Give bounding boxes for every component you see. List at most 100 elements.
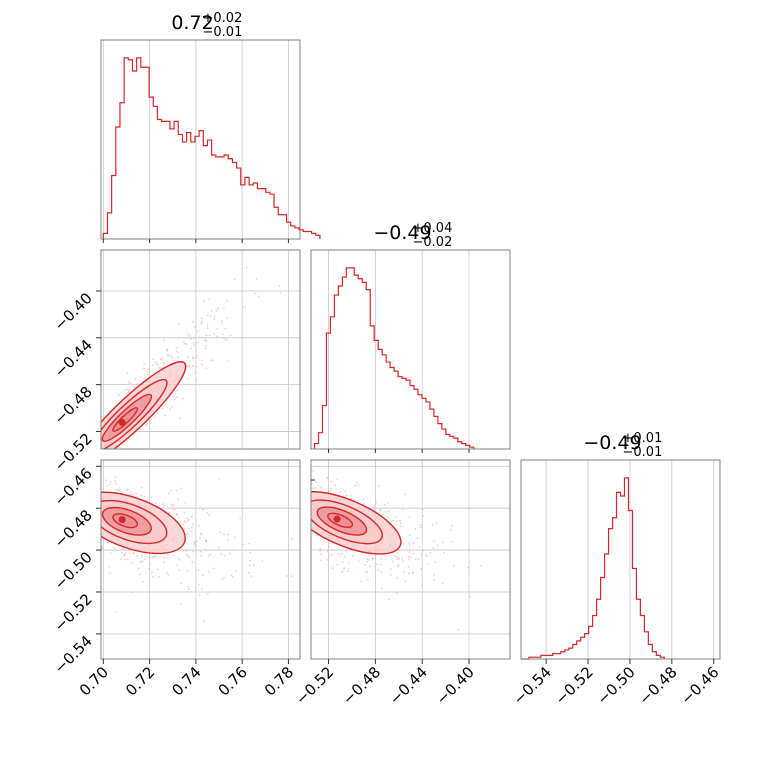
sample-point [347, 567, 350, 570]
sample-point [392, 519, 394, 522]
sample-point [117, 446, 120, 449]
sample-point [368, 559, 370, 561]
sample-point [171, 405, 174, 408]
sample-point [402, 542, 405, 545]
sample-point [212, 567, 215, 570]
sample-point [206, 327, 209, 330]
sample-point [105, 455, 107, 457]
sample-point [96, 510, 98, 512]
sample-point [140, 494, 143, 497]
sample-point [93, 469, 95, 471]
panel-content [270, 470, 483, 631]
sample-point [98, 441, 100, 443]
sample-point [127, 380, 130, 383]
sample-point [296, 498, 298, 500]
y-tick-label: −0.50 [51, 548, 96, 593]
sample-point [285, 513, 287, 515]
sample-point [91, 489, 93, 491]
sample-point [290, 575, 293, 578]
sample-point [208, 334, 211, 336]
sample-point [320, 486, 322, 489]
sample-point [83, 504, 85, 506]
sample-point [347, 562, 350, 565]
sample-point [114, 480, 117, 482]
sample-point [166, 557, 168, 560]
sample-point [320, 559, 323, 562]
sample-point [146, 370, 149, 373]
sample-point [292, 498, 294, 500]
sample-point [140, 486, 143, 489]
sample-point [98, 488, 100, 490]
sample-point [89, 466, 91, 468]
sample-point [213, 315, 216, 318]
sample-point [303, 487, 305, 489]
x-tick-label: −0.50 [594, 663, 639, 708]
sample-point [223, 554, 226, 557]
sample-point [95, 457, 97, 459]
sample-point [97, 501, 99, 503]
sample-point [86, 502, 88, 504]
sample-point [95, 444, 97, 446]
sample-point [176, 346, 179, 349]
sample-point [345, 494, 348, 497]
sample-point [134, 378, 137, 380]
sample-point [319, 547, 322, 550]
sample-point [417, 558, 420, 560]
sample-point [163, 504, 166, 507]
sample-point [130, 561, 133, 564]
sample-point [94, 451, 96, 453]
sample-point [210, 315, 212, 318]
y-tick-label: −0.46 [51, 464, 96, 509]
sample-point [188, 518, 190, 521]
sample-point [174, 392, 177, 395]
sample-point [114, 476, 117, 478]
sample-point [170, 354, 173, 357]
sample-point [221, 320, 223, 323]
sample-point [73, 470, 75, 472]
sample-point [96, 464, 98, 466]
sample-point [336, 478, 339, 481]
sample-point [408, 534, 411, 537]
sample-point [229, 552, 232, 555]
sample-point [186, 569, 189, 572]
sample-point [435, 522, 438, 525]
sample-point [96, 510, 98, 512]
sample-point [223, 576, 225, 579]
sample-point [193, 337, 196, 340]
sample-point [384, 503, 386, 506]
sample-point [175, 489, 178, 492]
sample-point [118, 394, 120, 396]
sample-point [230, 574, 233, 577]
sample-point [128, 389, 130, 391]
sample-point [375, 501, 377, 504]
sample-point [96, 473, 98, 475]
y-tick-label: −0.48 [51, 383, 96, 428]
sample-point [369, 565, 371, 568]
sample-point [117, 489, 120, 492]
sample-point [196, 330, 199, 333]
sample-point [128, 552, 131, 555]
sample-point [248, 542, 251, 545]
sample-point [201, 588, 203, 591]
sample-point [90, 464, 92, 466]
sample-point [432, 546, 435, 549]
sample-point [200, 554, 202, 557]
sample-point [223, 338, 226, 340]
sample-point [352, 555, 354, 558]
sample-point [191, 357, 194, 359]
sample-point [220, 553, 223, 555]
sample-point [122, 553, 125, 556]
sample-point [376, 563, 378, 566]
sample-point [270, 485, 272, 487]
sample-point [153, 556, 155, 559]
sample-point [195, 550, 198, 553]
sample-point [298, 510, 300, 512]
y-tick-label: −0.52 [51, 590, 96, 635]
sample-point [90, 491, 92, 493]
sample-point [138, 573, 141, 576]
sample-point [167, 574, 170, 577]
sample-point [52, 484, 54, 486]
sample-point [83, 461, 85, 463]
sample-point [192, 550, 194, 553]
